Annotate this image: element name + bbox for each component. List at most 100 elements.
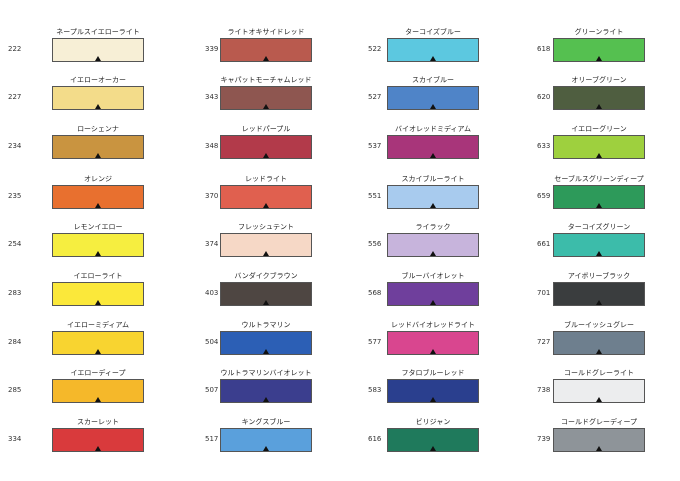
color-name: キャパットモーチャムレッド — [220, 76, 312, 84]
color-code: 235 — [8, 192, 22, 200]
color-name: イエローライト — [73, 272, 123, 280]
marker — [430, 349, 436, 354]
marker — [95, 56, 101, 61]
marker — [263, 397, 269, 402]
color-swatch — [553, 38, 645, 62]
color-swatch — [553, 86, 645, 110]
color-code: 334 — [8, 435, 22, 443]
color-code: 348 — [205, 142, 219, 150]
color-code: 254 — [8, 240, 22, 248]
color-name: ブルーイッシュグレー — [564, 321, 634, 329]
color-code: 343 — [205, 93, 219, 101]
color-name: バンダイクブラウン — [234, 272, 298, 280]
marker — [95, 349, 101, 354]
color-code: 701 — [537, 289, 551, 297]
color-swatch — [52, 38, 144, 62]
color-swatch — [387, 185, 479, 209]
color-code: 504 — [205, 338, 219, 346]
color-name: オレンジ — [84, 175, 112, 183]
color-code: 517 — [205, 435, 219, 443]
color-swatch — [553, 379, 645, 403]
marker — [95, 446, 101, 451]
color-code: 285 — [8, 386, 22, 394]
color-code: 577 — [368, 338, 382, 346]
marker — [95, 153, 101, 158]
color-code: 284 — [8, 338, 22, 346]
color-code: 227 — [8, 93, 22, 101]
color-code: 616 — [368, 435, 382, 443]
color-name: ウルトラマリンバイオレット — [220, 369, 312, 377]
color-code: 283 — [8, 289, 22, 297]
color-name: イエローディープ — [70, 369, 126, 377]
color-code: 727 — [537, 338, 551, 346]
marker — [596, 203, 602, 208]
color-swatch — [220, 185, 312, 209]
color-swatch — [553, 282, 645, 306]
color-swatch — [220, 135, 312, 159]
marker — [430, 203, 436, 208]
marker — [95, 203, 101, 208]
color-swatch — [52, 135, 144, 159]
color-code: 659 — [537, 192, 551, 200]
color-name: アイボリーブラック — [567, 272, 631, 280]
color-swatch — [220, 86, 312, 110]
color-name: レッドライト — [245, 175, 287, 183]
color-code: 620 — [537, 93, 551, 101]
color-swatch — [387, 428, 479, 452]
color-name: ブルーバイオレット — [401, 272, 465, 280]
color-swatch — [220, 331, 312, 355]
marker — [430, 397, 436, 402]
color-code: 522 — [368, 45, 382, 53]
color-code: 222 — [8, 45, 22, 53]
color-swatch — [387, 86, 479, 110]
color-name: イエローグリーン — [571, 125, 627, 133]
color-name: レモンイエロー — [73, 223, 123, 231]
color-name: バイオレッドミディアム — [394, 125, 472, 133]
marker — [430, 56, 436, 61]
color-swatch — [553, 135, 645, 159]
color-swatch — [52, 185, 144, 209]
marker — [430, 300, 436, 305]
color-swatch — [52, 233, 144, 257]
marker — [596, 56, 602, 61]
color-code: 556 — [368, 240, 382, 248]
color-swatch — [220, 282, 312, 306]
marker — [263, 153, 269, 158]
marker — [95, 397, 101, 402]
marker — [596, 104, 602, 109]
marker — [596, 251, 602, 256]
marker — [596, 300, 602, 305]
marker — [263, 56, 269, 61]
color-name: ライラック — [415, 223, 451, 231]
marker — [95, 104, 101, 109]
color-name: レッドパープル — [241, 125, 291, 133]
color-name: フレッシュテント — [238, 223, 294, 231]
color-code: 403 — [205, 289, 219, 297]
color-swatch — [52, 282, 144, 306]
color-code: 370 — [205, 192, 219, 200]
color-code: 738 — [537, 386, 551, 394]
marker — [596, 153, 602, 158]
color-swatch — [387, 282, 479, 306]
color-name: ビリジャン — [415, 418, 451, 426]
color-swatch — [52, 379, 144, 403]
color-code: 551 — [368, 192, 382, 200]
color-code: 507 — [205, 386, 219, 394]
marker — [95, 251, 101, 256]
color-swatch — [553, 428, 645, 452]
color-swatch — [52, 428, 144, 452]
color-swatch — [387, 38, 479, 62]
color-swatch — [220, 233, 312, 257]
color-name: フタロブルーレッド — [401, 369, 465, 377]
marker — [596, 349, 602, 354]
color-swatch — [52, 331, 144, 355]
color-name: コールドグレーディープ — [560, 418, 638, 426]
color-swatch — [387, 233, 479, 257]
marker — [263, 203, 269, 208]
color-name: グリーンライト — [574, 28, 624, 36]
marker — [263, 251, 269, 256]
color-name: コールドグレーライト — [564, 369, 634, 377]
color-name: ネープルスイエローライト — [56, 28, 140, 36]
color-swatch — [387, 379, 479, 403]
color-name: キングスブルー — [241, 418, 291, 426]
